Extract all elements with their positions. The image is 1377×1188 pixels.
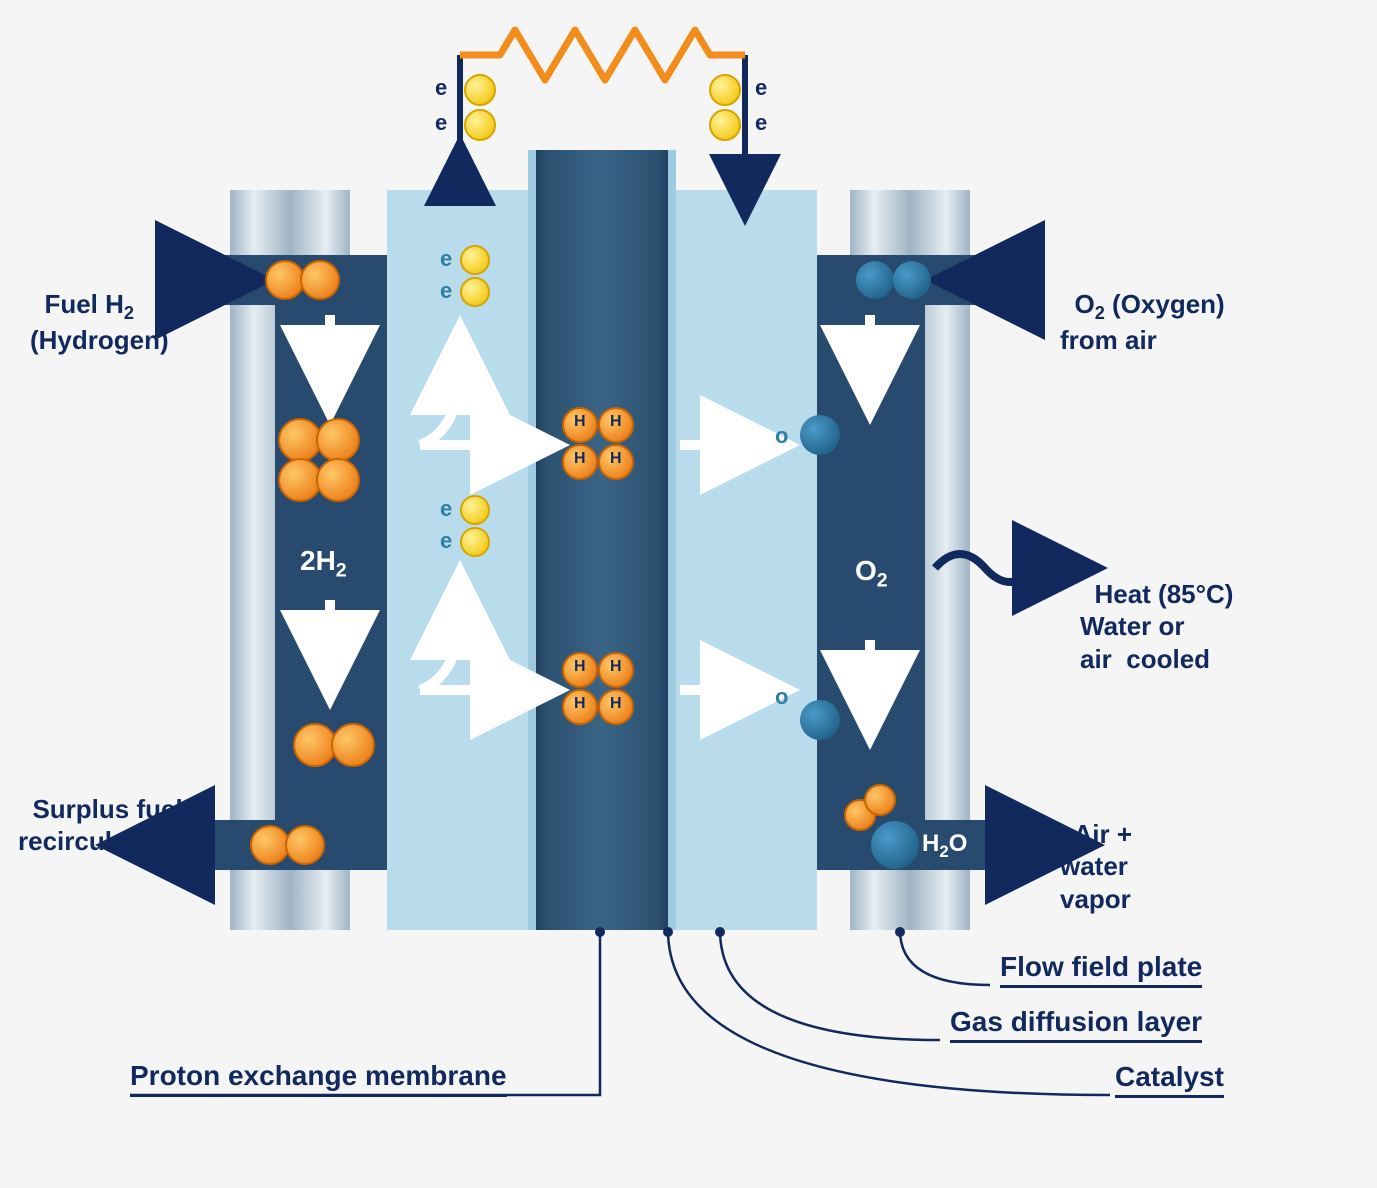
H-label: H (610, 450, 622, 468)
flow-plate-label: Flow field plate (1000, 951, 1202, 988)
heat-label: Heat (85°C)Water orair cooled (1080, 545, 1233, 675)
gdl-label: Gas diffusion layer (950, 1006, 1202, 1043)
o-atom-icon (800, 700, 840, 740)
oxygen-in-label: O2 (Oxygen)from air (1060, 255, 1225, 357)
channel-left (200, 255, 387, 870)
electron-icon (461, 246, 489, 274)
H-label: H (574, 413, 586, 431)
leader-gdl (720, 930, 940, 1040)
h2o-internal-label: H2O (922, 830, 967, 862)
electron-icon (461, 496, 489, 524)
o-atom-icon (800, 415, 840, 455)
H-label: H (610, 413, 622, 431)
fuel-in-label: Fuel H2(Hydrogen) (30, 255, 169, 357)
H-label: H (574, 695, 586, 713)
h2-internal-label: 2H2 (300, 545, 347, 583)
surplus-label: Surplus fuelrecirculates (18, 760, 183, 858)
membrane (532, 150, 672, 930)
electron-icon (710, 75, 740, 105)
e-label: e (440, 278, 452, 304)
H-label: H (574, 658, 586, 676)
e-label: e (440, 496, 452, 522)
catalyst-right (668, 150, 676, 930)
e-label: e (435, 110, 447, 136)
electron-icon (461, 528, 489, 556)
e-label: e (755, 110, 767, 136)
H-label: H (610, 658, 622, 676)
gdl-left (387, 190, 532, 930)
o-label: o (775, 684, 788, 710)
membrane-label: Proton exchange membrane (130, 1060, 507, 1097)
e-label: e (440, 528, 452, 554)
electron-icon (465, 75, 495, 105)
electron-icon (465, 110, 495, 140)
H-label: H (610, 695, 622, 713)
H-label: H (574, 450, 586, 468)
o-label: o (775, 423, 788, 449)
e-label: e (440, 246, 452, 272)
leader-plate (900, 930, 990, 985)
e-label: e (435, 75, 447, 101)
channel-right (817, 255, 1000, 870)
resistor (460, 30, 745, 80)
gdl-right (672, 190, 817, 930)
catalyst-left (528, 150, 536, 930)
e-label: e (755, 75, 767, 101)
air-out-label: Air +watervapor (1060, 785, 1132, 915)
o2-internal-label: O2 (855, 555, 888, 593)
electron-icon (710, 110, 740, 140)
electron-icon (461, 278, 489, 306)
catalyst-label: Catalyst (1115, 1061, 1224, 1098)
